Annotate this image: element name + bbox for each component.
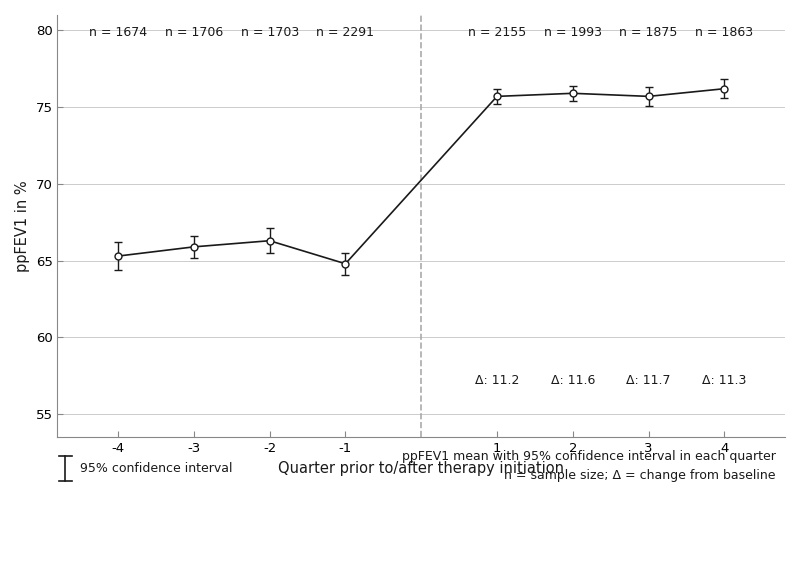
Text: Δ: 11.7: Δ: 11.7: [626, 374, 671, 387]
Text: n = 1706: n = 1706: [165, 26, 223, 39]
Y-axis label: ppFEV1 in %: ppFEV1 in %: [15, 180, 30, 272]
Text: ppFEV1 mean with 95% confidence interval in each quarter: ppFEV1 mean with 95% confidence interval…: [402, 450, 776, 462]
Text: n = 1993: n = 1993: [544, 26, 602, 39]
X-axis label: Quarter prior to/after therapy initiation: Quarter prior to/after therapy initiatio…: [278, 461, 564, 475]
Text: n = 2155: n = 2155: [468, 26, 526, 39]
Text: n = 1674: n = 1674: [89, 26, 147, 39]
Text: Δ: 11.3: Δ: 11.3: [702, 374, 746, 387]
Text: n = sample size; Δ = change from baseline: n = sample size; Δ = change from baselin…: [505, 469, 776, 482]
Text: n = 1875: n = 1875: [619, 26, 678, 39]
Text: n = 1863: n = 1863: [695, 26, 754, 39]
Text: 95% confidence interval: 95% confidence interval: [80, 462, 232, 475]
Text: n = 1703: n = 1703: [241, 26, 298, 39]
Text: n = 2291: n = 2291: [317, 26, 374, 39]
Text: Δ: 11.6: Δ: 11.6: [550, 374, 595, 387]
Text: Δ: 11.2: Δ: 11.2: [475, 374, 519, 387]
